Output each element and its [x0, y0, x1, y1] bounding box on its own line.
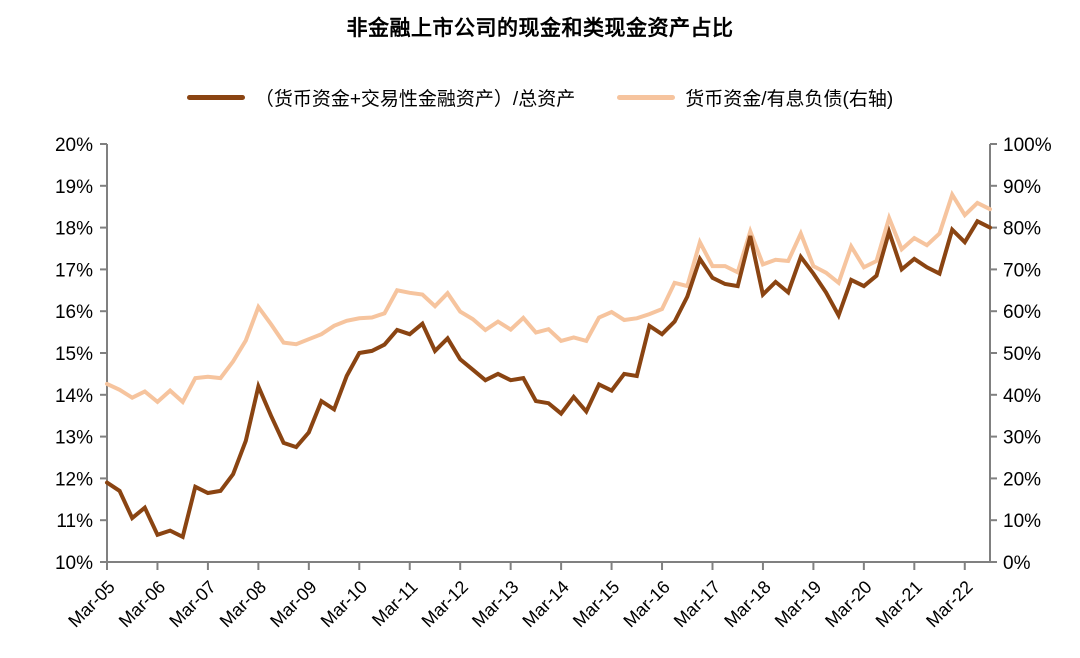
x-axis-label: Mar-12 — [418, 577, 472, 631]
chart-title: 非金融上市公司的现金和类现金资产占比 — [346, 17, 734, 40]
x-axis-label: Mar-17 — [670, 577, 724, 631]
y-axis-label-left: 12% — [55, 469, 93, 490]
y-axis-label-left: 13% — [55, 428, 93, 449]
x-axis-label: Mar-11 — [368, 577, 422, 631]
y-axis-label-right: 40% — [1003, 386, 1041, 407]
legend-label: （货币资金+交易性金融资产）/总资产 — [254, 89, 576, 110]
x-axis-label: Mar-21 — [872, 577, 926, 631]
x-axis-label: Mar-14 — [518, 577, 572, 631]
legend-swatch — [186, 95, 245, 100]
y-axis-label-left: 17% — [55, 260, 93, 281]
x-axis-label: Mar-08 — [216, 577, 270, 631]
y-axis-label-right: 10% — [1003, 511, 1041, 532]
x-axis-label: Mar-09 — [266, 577, 320, 631]
x-axis-label: Mar-05 — [64, 577, 118, 631]
y-axis-label-right: 30% — [1003, 428, 1041, 449]
y-axis-label-right: 0% — [1003, 553, 1031, 574]
legend-label: 货币资金/有息负债(右轴) — [685, 89, 894, 110]
y-axis-label-right: 50% — [1003, 344, 1041, 365]
y-axis-label-right: 90% — [1003, 177, 1041, 198]
x-axis-label: Mar-06 — [115, 577, 169, 631]
x-axis-label: Mar-20 — [821, 577, 875, 631]
y-axis-label-right: 70% — [1003, 260, 1041, 281]
x-axis-label: Mar-22 — [922, 577, 976, 631]
y-axis-label-left: 16% — [55, 302, 93, 323]
y-axis-label-right: 80% — [1003, 219, 1041, 240]
y-axis-label-left: 18% — [55, 219, 93, 240]
legend-swatch — [617, 95, 676, 100]
y-axis-label-left: 11% — [56, 511, 93, 532]
y-axis-label-right: 100% — [1003, 135, 1052, 156]
y-axis-label-left: 14% — [55, 386, 93, 407]
y-axis-label-right: 60% — [1003, 302, 1041, 323]
y-axis-label-left: 15% — [55, 344, 93, 365]
legend-item-dark: （货币资金+交易性金融资产）/总资产 — [186, 84, 576, 111]
chart-legend: （货币资金+交易性金融资产）/总资产 货币资金/有息负债(右轴) — [0, 84, 1080, 111]
series-line-cash-to-debt — [105, 189, 992, 406]
series-line-cash-to-assets — [105, 218, 992, 540]
x-axis-label: Mar-16 — [619, 577, 673, 631]
y-axis-label-right: 20% — [1003, 469, 1041, 490]
x-axis-label: Mar-13 — [468, 577, 522, 631]
y-axis-label-left: 20% — [55, 135, 93, 156]
legend-item-light: 货币资金/有息负债(右轴) — [617, 84, 893, 111]
x-axis-label: Mar-18 — [720, 577, 774, 631]
x-axis-label: Mar-15 — [569, 577, 623, 631]
x-axis-label: Mar-19 — [771, 577, 825, 631]
x-axis-label: Mar-07 — [165, 577, 219, 631]
y-axis-label-left: 10% — [55, 553, 93, 574]
y-axis-label-left: 19% — [55, 177, 93, 198]
x-axis-label: Mar-10 — [317, 577, 371, 631]
